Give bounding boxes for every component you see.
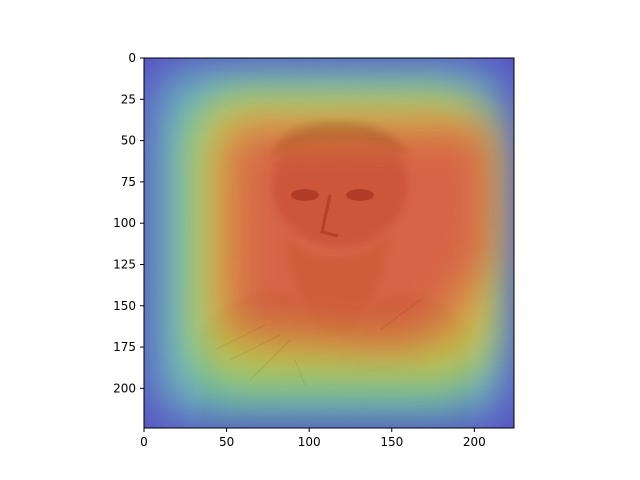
y-tick-label: 125 xyxy=(113,257,136,271)
axes-frame xyxy=(143,57,515,429)
y-tick-label: 200 xyxy=(113,381,136,395)
x-tick-label: 100 xyxy=(298,435,321,449)
y-tick-label: 75 xyxy=(121,175,136,189)
y-tick-label: 175 xyxy=(113,340,136,354)
y-tick-label: 50 xyxy=(121,134,136,148)
x-tick-label: 50 xyxy=(219,435,234,449)
y-tick-label: 25 xyxy=(121,92,136,106)
x-tick-label: 150 xyxy=(380,435,403,449)
y-tick-label: 150 xyxy=(113,299,136,313)
plot-area xyxy=(144,58,514,428)
y-axis: 0 25 50 75 100 125 150 175 200 xyxy=(113,51,144,395)
y-tick-label: 100 xyxy=(113,216,136,230)
heatmap-overlay xyxy=(144,58,514,428)
x-axis: 0 50 100 150 200 xyxy=(140,428,486,449)
y-tick-label: 0 xyxy=(128,51,136,65)
x-tick-label: 200 xyxy=(463,435,486,449)
x-tick-label: 0 xyxy=(140,435,148,449)
